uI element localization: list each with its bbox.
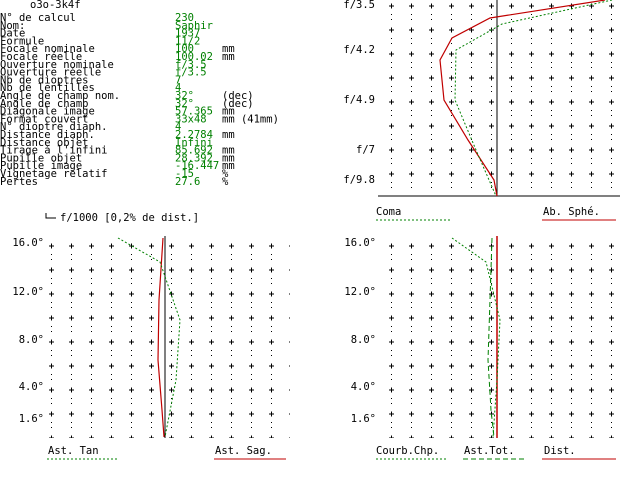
param-label: Diagonale image	[0, 106, 95, 118]
axis-label: f/3.5	[343, 0, 375, 11]
param-value: -15	[175, 168, 194, 180]
axis-label: f/7	[356, 144, 375, 156]
axis-label: 16.0°	[344, 237, 376, 249]
param-unit: %	[222, 168, 229, 180]
param-value: 11/2	[175, 35, 200, 47]
axis-label: f/9.8	[343, 174, 375, 186]
param-value: 57.365	[175, 106, 213, 118]
param-value: 100.02	[175, 51, 213, 63]
param-label: Nb de lentilles	[0, 82, 95, 94]
param-label: Pupille objet	[0, 152, 82, 164]
param-value: 4	[175, 121, 181, 133]
param-value: 32°	[175, 90, 194, 102]
legend-label: Dist.	[544, 445, 576, 457]
window-title: o3o-3k4f	[30, 0, 81, 11]
param-label: Nb de dioptres	[0, 74, 89, 86]
param-label: Date	[0, 28, 25, 40]
legend-label: Ast. Sag.	[215, 445, 272, 457]
curve	[451, 237, 501, 438]
param-unit: (dec)	[222, 90, 254, 102]
scale-bracket	[45, 213, 56, 219]
param-label: Angle de champ	[0, 98, 89, 110]
param-label: N° dioptre diaph.	[0, 121, 107, 133]
axis-label: 1.6°	[351, 413, 376, 425]
param-value: 2.2784	[175, 129, 213, 141]
param-value: 28.392	[175, 152, 213, 164]
param-label: Angle de champ nom.	[0, 90, 120, 102]
param-label: Focale nominale	[0, 43, 95, 55]
param-label: Ouverture nominale	[0, 59, 114, 71]
param-label: Ouverture réelle	[0, 67, 101, 79]
param-value: -16.447	[175, 160, 219, 172]
param-label: Nom:	[0, 20, 25, 32]
legend-label: Ast. Tan	[48, 445, 99, 457]
param-value: 85.692	[175, 145, 213, 157]
axis-label: f/4.9	[343, 94, 375, 106]
param-value: 27.6	[175, 176, 200, 188]
param-label: Focale réelle	[0, 51, 82, 63]
param-label: Pertes	[0, 176, 38, 188]
param-label: Pupille image	[0, 160, 82, 172]
legend-label: Ab. Sphé.	[543, 206, 600, 218]
scale-note: f/1000 [0,2% de dist.]	[60, 212, 199, 224]
param-unit: mm	[222, 145, 235, 157]
param-unit: mm	[222, 51, 235, 63]
param-value: f/3.5	[175, 67, 207, 79]
param-value: 4	[175, 82, 181, 94]
param-unit: mm	[222, 129, 235, 141]
curve	[454, 0, 613, 197]
axis-label: 8.0°	[351, 334, 376, 346]
axis-label: 1.6°	[19, 413, 44, 425]
grid	[45, 236, 290, 438]
curve	[157, 237, 165, 438]
param-value: 230	[175, 12, 194, 24]
legend-label: Coma	[376, 206, 401, 218]
param-label: Vignetage relatif	[0, 168, 107, 180]
param-value: 7	[175, 74, 181, 86]
axis-label: 12.0°	[344, 286, 376, 298]
axis-label: 8.0°	[19, 334, 44, 346]
param-unit: mm (41mm)	[222, 113, 279, 125]
axis-label: 4.0°	[351, 381, 376, 393]
param-unit: mm	[222, 160, 235, 172]
param-label: N° de calcul	[0, 12, 76, 24]
axis-label: 16.0°	[12, 237, 44, 249]
grid	[378, 236, 620, 438]
param-value: 33x48	[175, 113, 207, 125]
axis-label: 12.0°	[12, 286, 44, 298]
curve	[439, 0, 606, 197]
param-value: f/3.5	[175, 59, 207, 71]
param-label: Format couvert	[0, 113, 89, 125]
legend-label: Ast.Tot.	[464, 445, 515, 457]
param-label: Distance objet	[0, 137, 89, 149]
legend-label: Courb.Chp.	[376, 445, 439, 457]
curve	[487, 237, 495, 438]
param-value: Infini	[175, 137, 213, 149]
axis-label: 4.0°	[19, 381, 44, 393]
param-label: Formule	[0, 35, 44, 47]
param-value: 100	[175, 43, 194, 55]
curve	[117, 237, 181, 438]
param-label: Distance diaph.	[0, 129, 95, 141]
param-value: 1937	[175, 28, 200, 40]
param-unit: (dec)	[222, 98, 254, 110]
param-value: 32°	[175, 98, 194, 110]
param-unit: mm	[222, 152, 235, 164]
param-value: Saphir	[175, 20, 213, 32]
param-label: Tirage à l'infini	[0, 145, 107, 157]
param-unit: mm	[222, 106, 235, 118]
param-unit: %	[222, 176, 229, 188]
grid	[378, 0, 620, 196]
axis-label: f/4.2	[343, 44, 375, 56]
param-unit: mm	[222, 43, 235, 55]
